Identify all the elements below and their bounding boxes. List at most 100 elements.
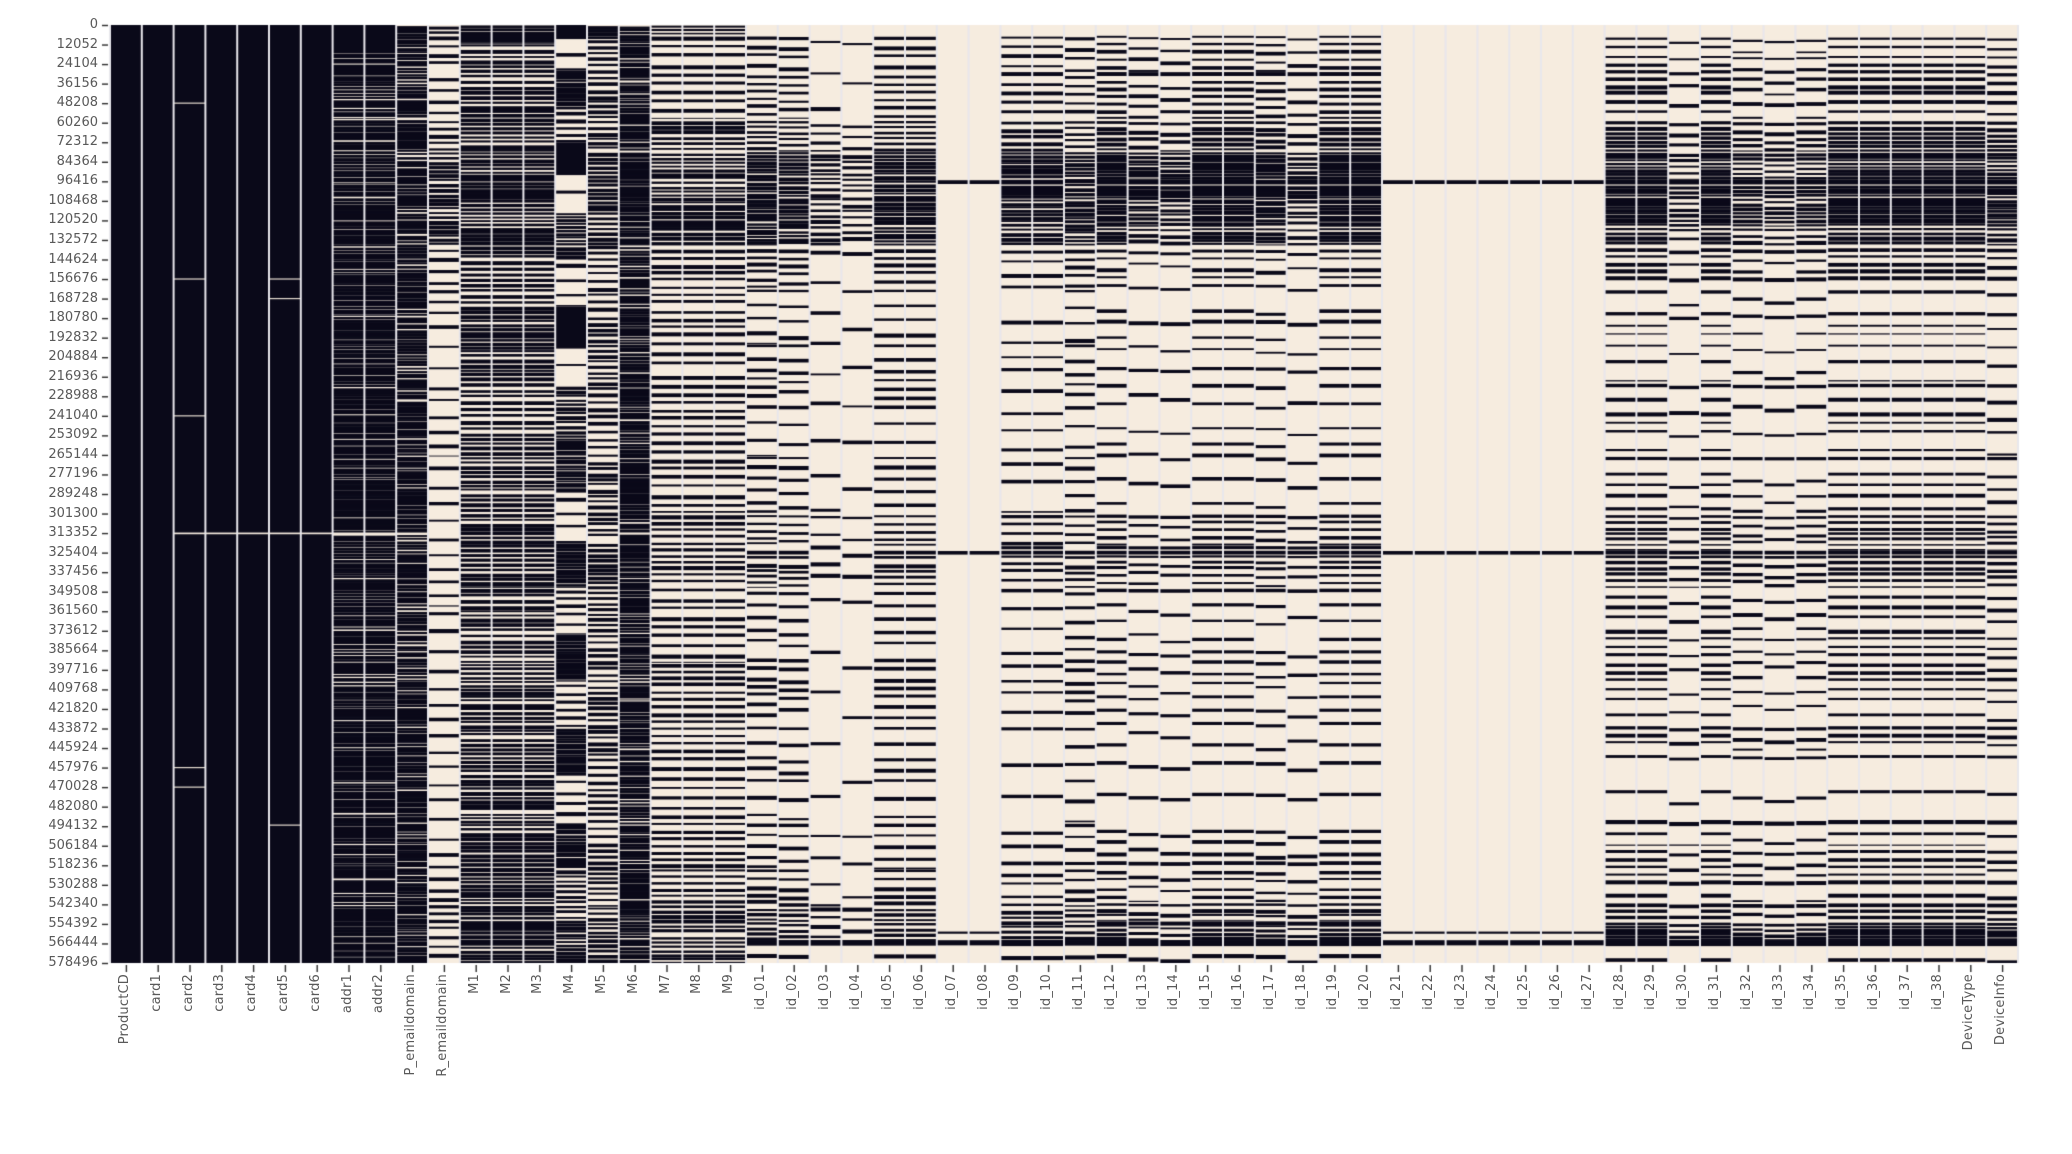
x-tick-label-DeviceInfo: DeviceInfo: [1993, 974, 2009, 1046]
x-tick-label-DeviceType: DeviceType: [1961, 974, 1977, 1051]
x-tick-label-id_08: id_08: [975, 974, 991, 1010]
x-tick-label-id_05: id_05: [880, 974, 896, 1010]
x-tick-label-M4: M4: [562, 974, 578, 994]
y-tick-label: 409768: [48, 681, 98, 697]
x-tick-label-R_emaildomain: R_emaildomain: [434, 974, 450, 1077]
x-tick-label-id_38: id_38: [1929, 974, 1945, 1010]
x-tick-label-id_17: id_17: [1261, 974, 1277, 1010]
x-tick-label-id_15: id_15: [1198, 974, 1214, 1010]
x-tick-label-card3: card3: [212, 974, 228, 1012]
y-tick-label: 36156: [56, 75, 98, 91]
x-tick-label-id_02: id_02: [784, 974, 800, 1010]
x-tick-label-id_23: id_23: [1452, 974, 1468, 1010]
x-tick-label-id_30: id_30: [1675, 974, 1691, 1010]
x-tick-label-id_06: id_06: [911, 974, 927, 1010]
x-tick-label-id_03: id_03: [816, 974, 832, 1010]
y-tick-label: 349508: [48, 583, 98, 599]
y-tick-label: 0: [89, 17, 98, 32]
x-tick-label-id_19: id_19: [1325, 974, 1341, 1010]
y-tick-label: 241040: [48, 407, 98, 423]
y-tick-label: 253092: [48, 427, 98, 443]
y-tick-label: 192832: [48, 329, 98, 345]
y-tick-label: 397716: [48, 661, 98, 677]
x-tick-label-id_29: id_29: [1643, 974, 1659, 1010]
y-tick-label: 289248: [48, 486, 98, 501]
y-tick-label: 433872: [48, 720, 98, 736]
x-tick-label-M8: M8: [689, 974, 705, 994]
x-tick-label-id_36: id_36: [1865, 974, 1881, 1010]
y-tick-label: 337456: [48, 564, 98, 580]
x-tick-label-M1: M1: [466, 974, 482, 994]
y-tick-label: 216936: [48, 368, 98, 384]
y-tick-label: 180780: [48, 310, 98, 326]
y-tick-label: 385664: [48, 642, 98, 658]
y-tick-label: 24104: [56, 56, 98, 72]
x-tick-label-card1: card1: [148, 974, 164, 1012]
x-tick-label-id_35: id_35: [1834, 974, 1850, 1010]
x-tick-label-M7: M7: [657, 974, 673, 994]
x-tick-label-M2: M2: [498, 974, 514, 994]
y-tick-label: 48208: [56, 95, 98, 111]
x-tick-label-M6: M6: [625, 974, 641, 994]
y-tick-label: 168728: [48, 290, 98, 306]
y-tick-label: 132572: [48, 231, 98, 247]
x-tick-label-id_16: id_16: [1229, 974, 1245, 1010]
x-tick-label-id_07: id_07: [943, 974, 959, 1010]
x-tick-label-id_25: id_25: [1516, 974, 1532, 1010]
x-tick-label-card5: card5: [275, 974, 291, 1012]
y-tick-label: 421820: [48, 700, 98, 716]
y-tick-label: 457976: [48, 759, 98, 775]
y-tick-label: 518236: [48, 857, 98, 873]
y-tick-label: 84364: [56, 153, 98, 169]
y-tick-label: 506184: [48, 837, 98, 853]
x-tick-label-id_37: id_37: [1897, 974, 1913, 1010]
x-tick-label-card4: card4: [244, 974, 260, 1012]
x-tick-label-id_22: id_22: [1420, 974, 1436, 1010]
y-tick-label: 120520: [48, 212, 98, 228]
x-tick-label-P_emaildomain: P_emaildomain: [403, 974, 419, 1076]
y-tick-label: 144624: [48, 251, 98, 267]
x-tick-label-id_18: id_18: [1293, 974, 1309, 1010]
x-tick-label-addr2: addr2: [371, 974, 387, 1014]
x-tick-label-card2: card2: [180, 974, 196, 1012]
y-tick-label: 325404: [48, 544, 98, 560]
y-tick-label: 72312: [56, 134, 98, 150]
y-tick-label: 578496: [48, 955, 98, 970]
y-tick-label: 470028: [48, 779, 98, 795]
y-tick-label: 530288: [48, 876, 98, 892]
y-tick-label: 265144: [48, 446, 98, 462]
x-tick-label-id_11: id_11: [1070, 974, 1086, 1010]
x-tick-label-id_27: id_27: [1579, 974, 1595, 1010]
y-tick-label: 373612: [48, 622, 98, 638]
x-tick-label-id_24: id_24: [1484, 974, 1500, 1010]
x-tick-label-M3: M3: [530, 974, 546, 994]
x-tick-label-id_20: id_20: [1357, 974, 1373, 1010]
x-tick-label-id_32: id_32: [1738, 974, 1754, 1010]
y-tick-label: 96416: [56, 173, 98, 189]
y-tick-label: 445924: [48, 740, 98, 756]
x-tick-label-id_26: id_26: [1547, 974, 1563, 1010]
x-tick-label-id_10: id_10: [1039, 974, 1055, 1010]
y-tick-label: 12052: [56, 36, 98, 52]
x-tick-label-id_12: id_12: [1102, 974, 1118, 1010]
x-tick-label-id_01: id_01: [752, 974, 768, 1010]
x-tick-label-M5: M5: [593, 974, 609, 994]
x-tick-label-id_04: id_04: [848, 974, 864, 1010]
x-tick-label-id_28: id_28: [1611, 974, 1627, 1010]
y-tick-label: 60260: [56, 114, 98, 130]
x-tick-label-id_14: id_14: [1166, 974, 1182, 1010]
x-tick-label-addr1: addr1: [339, 974, 355, 1014]
x-tick-label-id_13: id_13: [1134, 974, 1150, 1010]
y-tick-label: 156676: [48, 271, 98, 287]
y-tick-label: 554392: [48, 915, 98, 931]
x-tick-label-id_21: id_21: [1388, 974, 1404, 1010]
x-tick-label-M9: M9: [721, 974, 737, 994]
x-tick-label-id_09: id_09: [1007, 974, 1023, 1010]
y-tick-label: 277196: [48, 466, 98, 482]
y-tick-label: 482080: [48, 798, 98, 814]
x-tick-label-id_31: id_31: [1706, 974, 1722, 1010]
x-tick-label-ProductCD: ProductCD: [116, 974, 132, 1045]
y-tick-label: 542340: [48, 896, 98, 912]
